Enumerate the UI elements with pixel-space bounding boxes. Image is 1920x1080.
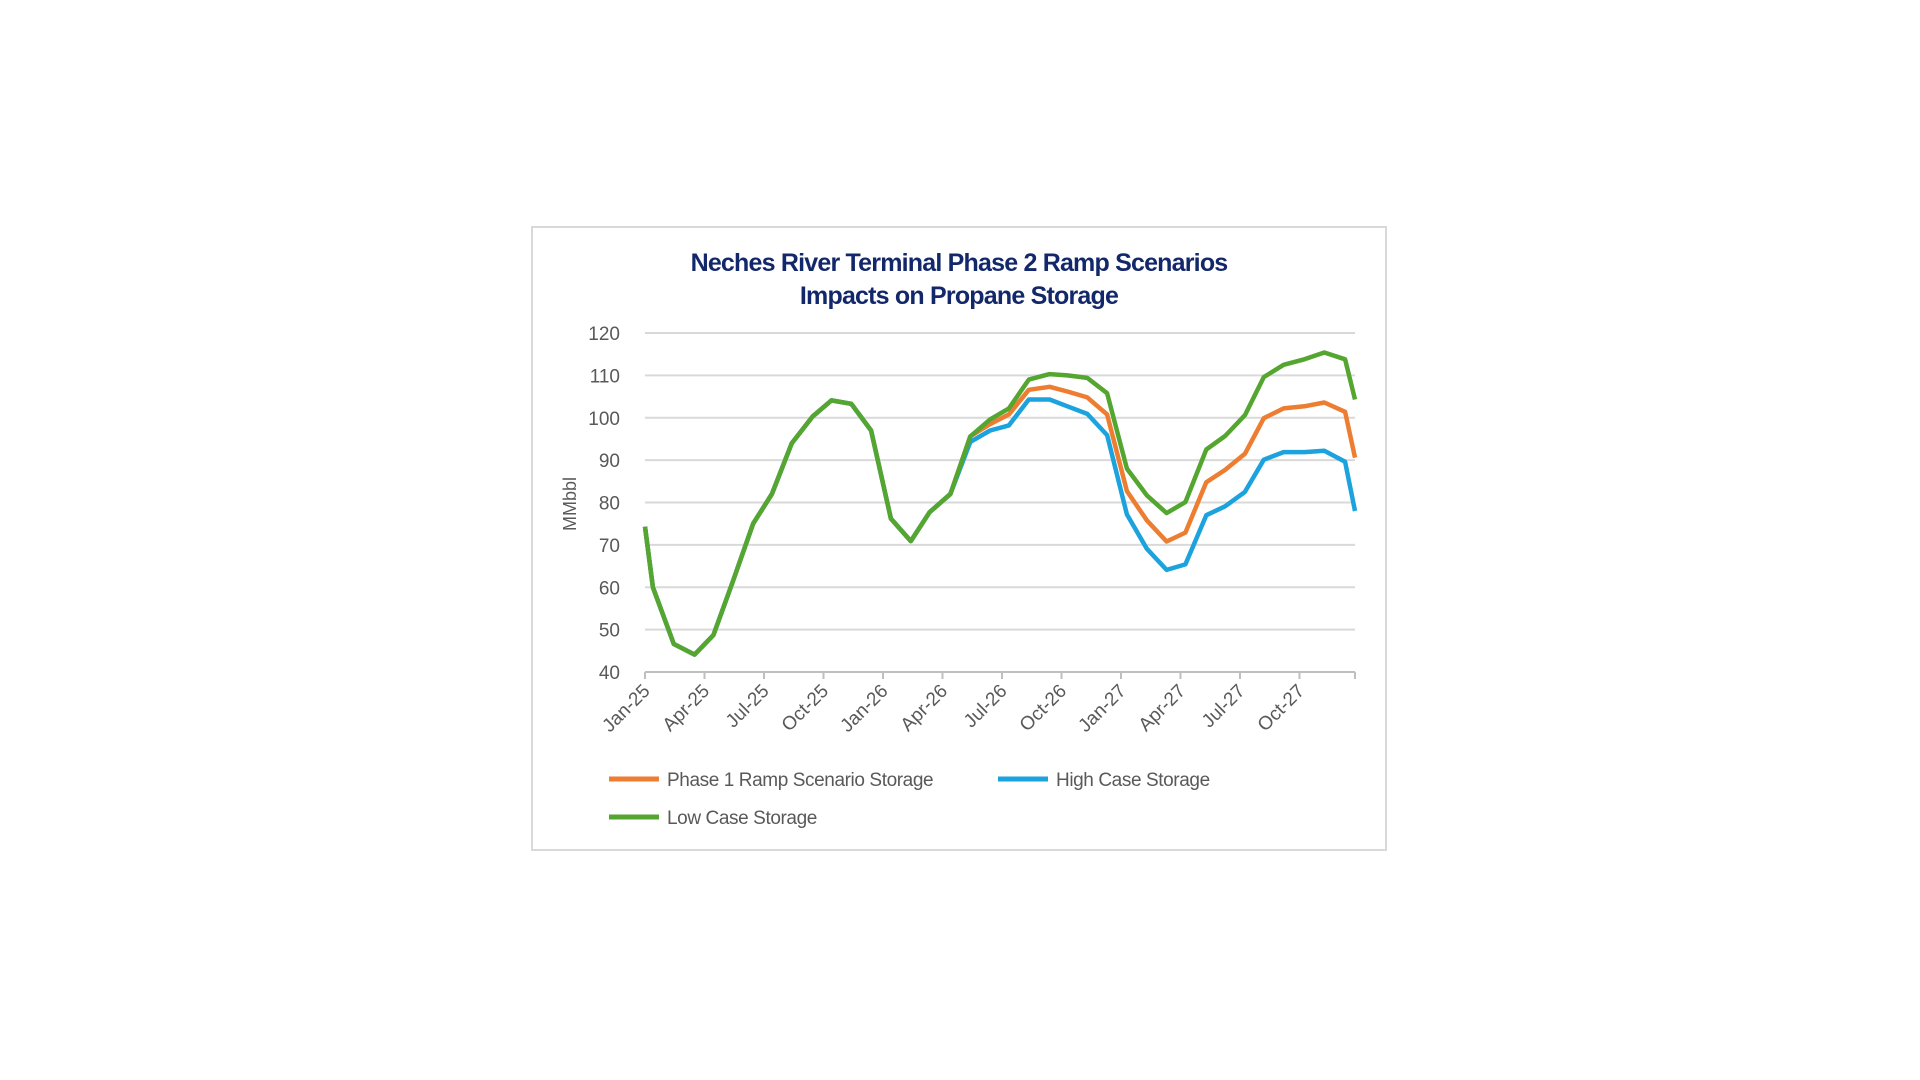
chart-title-line-2: Impacts on Propane Storage — [800, 282, 1119, 310]
y-tick-label: 60 — [599, 578, 620, 599]
legend-item: High Case Storage — [998, 770, 1210, 791]
x-tick-label: Apr-27 — [1135, 681, 1190, 736]
chart-title-line-1: Neches River Terminal Phase 2 Ramp Scena… — [691, 249, 1228, 277]
y-tick-label: 100 — [588, 409, 620, 430]
x-tick-label: Apr-26 — [897, 681, 952, 736]
x-tick-label: Jan-26 — [837, 681, 893, 737]
legend-label: High Case Storage — [1056, 770, 1210, 791]
series-line-low-case-storage — [642, 350, 1358, 657]
y-tick-label: 50 — [599, 621, 620, 642]
x-tick-label: Jul-25 — [722, 681, 773, 732]
y-tick-label: 80 — [599, 494, 620, 515]
x-tick-label: Oct-27 — [1254, 681, 1309, 736]
y-tick-label: 40 — [599, 663, 620, 684]
legend-label: Low Case Storage — [667, 808, 817, 829]
y-axis-title: MMbbl — [560, 477, 580, 531]
x-tick-label: Jul-26 — [960, 681, 1011, 732]
x-tick-label: Jan-25 — [599, 681, 655, 737]
x-tick-label: Oct-25 — [778, 681, 833, 736]
x-tick-label: Oct-26 — [1016, 681, 1071, 736]
x-tick-label: Jul-27 — [1198, 681, 1249, 732]
y-tick-label: 70 — [599, 536, 620, 557]
y-tick-label: 110 — [590, 366, 620, 387]
x-tick-label: Jan-27 — [1075, 681, 1131, 737]
legend-label: Phase 1 Ramp Scenario Storage — [667, 770, 933, 791]
legend-item: Low Case Storage — [609, 808, 817, 829]
y-tick-label: 120 — [588, 324, 620, 345]
chart-frame — [531, 226, 1387, 851]
y-tick-label: 90 — [599, 451, 620, 472]
legend-item: Phase 1 Ramp Scenario Storage — [609, 770, 934, 791]
x-tick-label: Apr-25 — [659, 681, 714, 736]
